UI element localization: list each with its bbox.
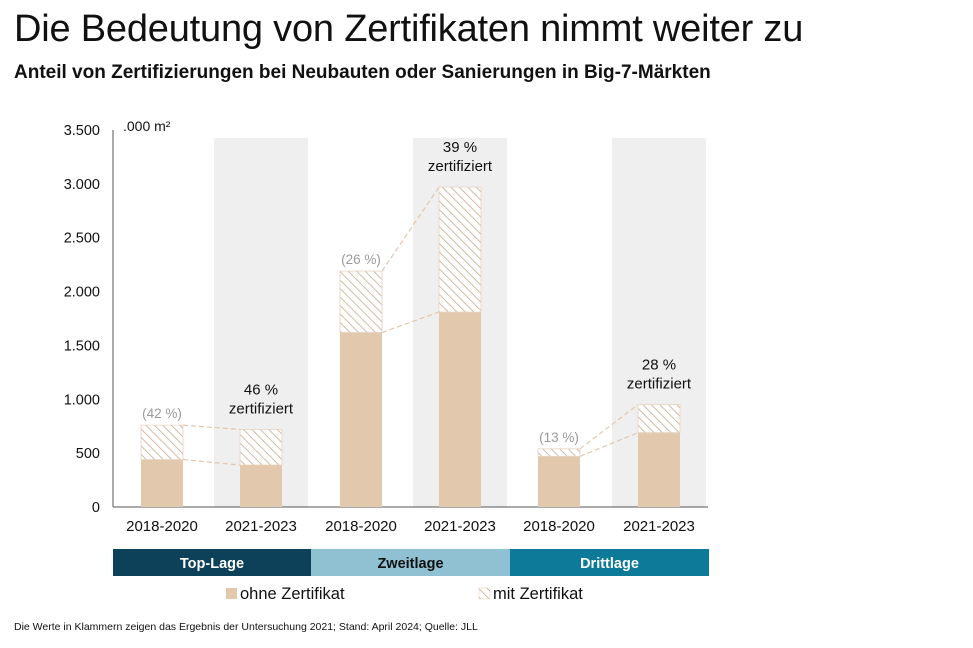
paren-label-4: (13 %)	[539, 430, 579, 445]
legend: ohne Zertifikat mit Zertifikat	[226, 585, 583, 603]
cert-share-label-1: 46 %	[244, 381, 278, 398]
paren-label-2: (26 %)	[341, 252, 381, 267]
connector-total-1	[381, 186, 440, 272]
y-tick-label-4: 2.000	[64, 285, 100, 301]
bar-mit-zertifikat-5	[637, 404, 681, 434]
bar-ohne-zertifikat-0	[141, 459, 183, 507]
footnote: Die Werte in Klammern zeigen das Ergebni…	[14, 621, 478, 633]
y-tick-label-2: 1.000	[64, 392, 100, 408]
bar-mit-zertifikat-1	[239, 429, 283, 466]
bar-ohne-zertifikat-4	[538, 456, 580, 507]
paren-label-0: (42 %)	[142, 406, 182, 421]
cert-share-label-5: 28 %	[642, 357, 676, 374]
group-bands: Top-Lage Zweitlage Drittlage	[113, 549, 709, 576]
connector-base-2	[579, 432, 639, 457]
bar-mit-zertifikat-3	[438, 186, 482, 313]
x-tick-labels: 2018-2020 2021-2023 2018-2020 2021-2023 2018…	[126, 518, 695, 535]
legend-label-mit: mit Zertifikat	[493, 585, 583, 603]
connector-base-1	[381, 311, 440, 334]
bar-mit-zertifikat-4	[537, 448, 581, 457]
y-axis: 0 500 1.000 1.500 2.000 2.500 3.000 3.500 .000 m…	[64, 118, 708, 516]
cert-share-sublabel-5: zertifiziert	[627, 376, 692, 393]
y-tick-label-5: 2.500	[64, 231, 100, 247]
unit-label: .000 m²	[123, 118, 171, 134]
cert-share-sublabel-3: zertifiziert	[428, 158, 493, 175]
cert-share-label-3: 39 %	[443, 139, 477, 156]
connector-total-0	[182, 424, 241, 431]
bar-labels: (42 %) 46 % zertifiziert (26 %) 39 % zertifiz…	[142, 139, 692, 445]
connector-total-2	[579, 404, 639, 450]
bar-ohne-zertifikat-1	[240, 464, 282, 507]
stacked-bar-chart: 0 500 1.000 1.500 2.000 2.500 3.000 3.500 .000 m…	[64, 118, 709, 603]
x-tick-label-2: 2018-2020	[325, 518, 397, 535]
y-tick-label-7: 3.500	[64, 123, 100, 139]
bar-ohne-zertifikat-3	[439, 312, 481, 507]
bars	[140, 186, 681, 507]
bar-ohne-zertifikat-5	[638, 432, 680, 507]
connector-lines	[182, 186, 639, 466]
chart-subtitle: Anteil von Zertifizierungen bei Neubaute…	[14, 62, 711, 83]
group-band-1	[311, 549, 510, 576]
x-tick-label-3: 2021-2023	[424, 518, 496, 535]
group-band-2	[510, 549, 709, 576]
y-tick-label-6: 3.000	[64, 177, 100, 193]
connector-base-0	[182, 459, 241, 466]
cert-share-sublabel-1: zertifiziert	[229, 400, 294, 417]
x-tick-label-1: 2021-2023	[225, 518, 297, 535]
x-tick-label-4: 2018-2020	[523, 518, 595, 535]
bar-ohne-zertifikat-2	[340, 332, 382, 507]
legend-label-ohne: ohne Zertifikat	[240, 585, 345, 603]
x-tick-label-5: 2021-2023	[623, 518, 695, 535]
group-label-2: Drittlage	[580, 556, 639, 572]
bar-mit-zertifikat-2	[339, 270, 383, 333]
y-tick-label-1: 500	[76, 446, 100, 462]
group-band-0	[113, 549, 311, 576]
group-label-1: Zweitlage	[377, 556, 443, 572]
y-tick-label-0: 0	[92, 500, 100, 516]
legend-swatch-mit	[478, 587, 491, 600]
y-tick-label-3: 1.500	[64, 338, 100, 354]
group-label-0: Top-Lage	[180, 556, 244, 572]
bar-mit-zertifikat-0	[140, 424, 184, 461]
legend-swatch-ohne	[226, 588, 237, 599]
page-title: Die Bedeutung von Zertifikaten nimmt wei…	[14, 8, 804, 50]
x-tick-label-0: 2018-2020	[126, 518, 198, 535]
